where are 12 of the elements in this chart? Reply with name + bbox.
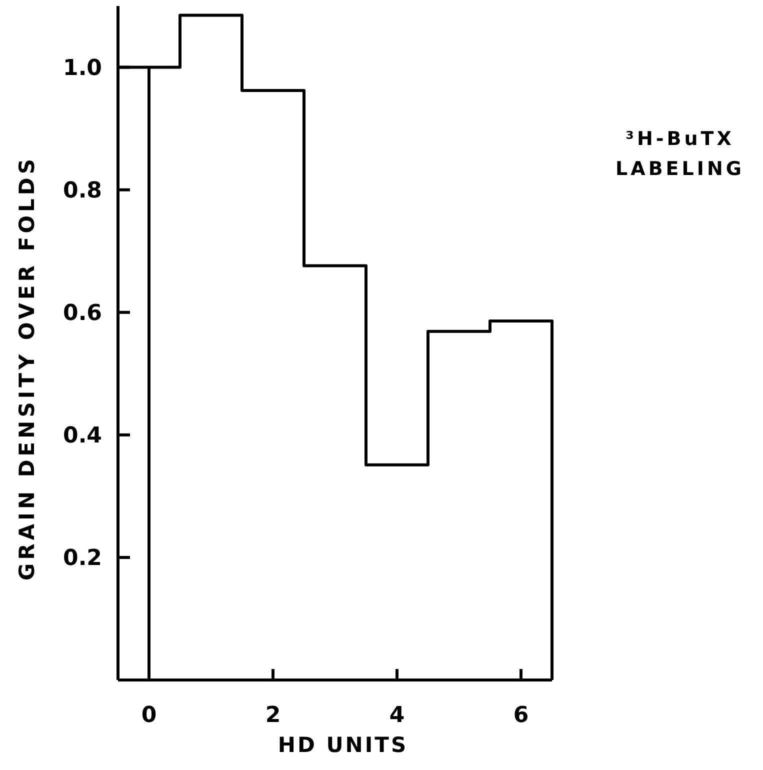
- y-tick-label: 0.2: [63, 546, 102, 572]
- y-tick-label: 0.6: [63, 301, 102, 326]
- y-tick-label: 0.8: [63, 178, 102, 204]
- x-tick-label: 6: [513, 703, 529, 728]
- x-tick-label: 2: [265, 703, 281, 728]
- y-tick-label: 1.0: [63, 56, 102, 81]
- y-axis-title: GRAIN DENSITY OVER FOLDS: [15, 156, 39, 580]
- x-axis-title: HD UNITS: [278, 733, 408, 757]
- y-tick-label: 0.4: [63, 424, 102, 449]
- text: ³H-BuTX LABELING: [616, 128, 744, 180]
- x-tick-label: 0: [141, 703, 157, 728]
- x-tick-label: 4: [389, 703, 405, 728]
